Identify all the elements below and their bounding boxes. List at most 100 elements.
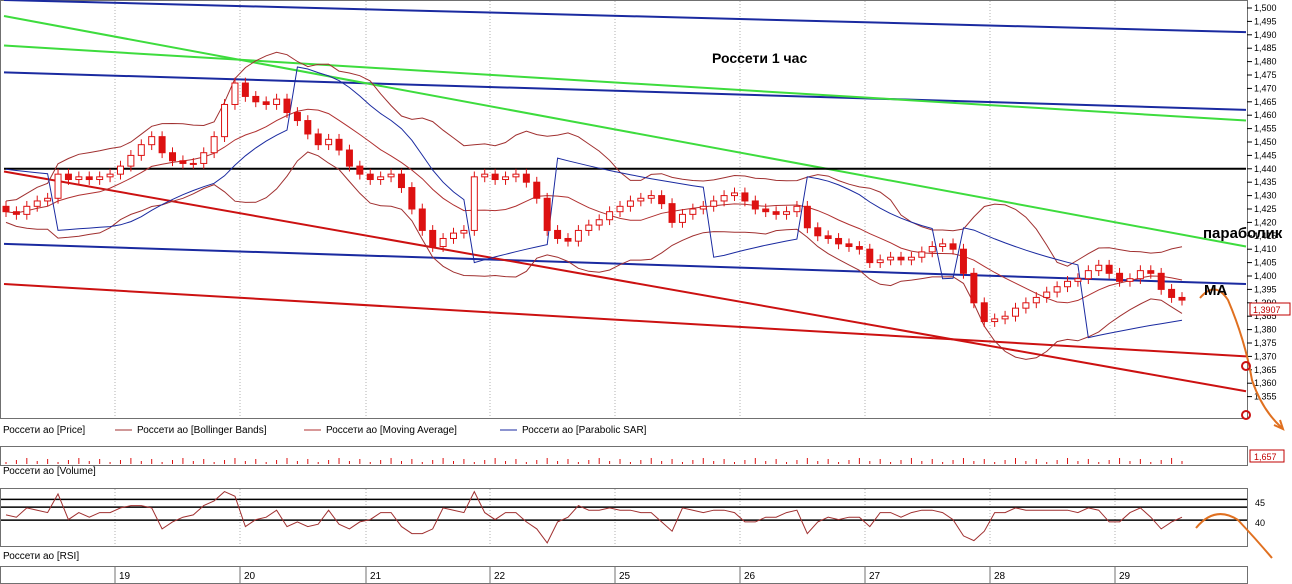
candle-body	[793, 205, 801, 213]
candle-body	[85, 176, 93, 181]
price-tick-label: 1,435	[1254, 177, 1277, 187]
price-tick-label: 1,500	[1254, 3, 1277, 13]
candle-body	[835, 237, 843, 245]
current-price-badge	[1249, 302, 1291, 316]
candle-body	[106, 173, 114, 178]
candle-body	[658, 195, 666, 205]
candle-body	[366, 173, 374, 181]
candle-body	[335, 138, 343, 151]
price-tick-label: 1,385	[1254, 311, 1277, 321]
candle-body	[1064, 280, 1072, 288]
price-tick-label: 1,465	[1254, 97, 1277, 107]
volume-bars	[5, 458, 1183, 464]
candle-body	[470, 176, 478, 231]
ma-annotation: МА	[1204, 282, 1227, 299]
candle-body	[273, 98, 281, 105]
price-tick-label: 1,400	[1254, 271, 1277, 281]
candle-body	[991, 318, 999, 323]
price-tick-label: 1,425	[1254, 204, 1277, 214]
candle-body	[918, 251, 926, 258]
candle-body	[637, 197, 645, 202]
candle-body	[928, 246, 936, 253]
candle-body	[814, 227, 822, 237]
candle-body	[626, 200, 634, 207]
candle-body	[44, 197, 52, 202]
price-tick-label: 1,485	[1254, 43, 1277, 53]
rsi-panel-frame	[0, 488, 1248, 547]
candle-body	[1084, 270, 1092, 280]
candle-body	[1011, 307, 1019, 317]
candle-body	[418, 208, 426, 231]
candle-body	[127, 154, 135, 167]
date-label: 28	[994, 571, 1006, 582]
current-volume-label: 1,657	[1254, 452, 1277, 462]
candle-body	[887, 256, 895, 261]
candle-body	[512, 173, 520, 178]
candle-body	[970, 272, 978, 304]
candle-body	[1126, 278, 1134, 282]
candle-body	[1043, 291, 1051, 298]
candle-body	[668, 203, 676, 223]
date-label: 27	[869, 571, 881, 582]
candle-body	[595, 219, 603, 226]
candle-body	[554, 229, 562, 239]
candle-body	[678, 213, 686, 223]
price-tick-label: 1,375	[1254, 338, 1277, 348]
candle-body	[1074, 278, 1082, 282]
candle-body	[96, 176, 104, 181]
price-tick-label: 1,370	[1254, 351, 1277, 361]
candle-body	[720, 195, 728, 202]
price-panel-frame	[0, 0, 1248, 419]
candlesticks	[2, 77, 1186, 327]
candle-body	[200, 152, 208, 164]
candle-body	[699, 205, 707, 210]
candle-body	[54, 173, 62, 199]
moving-average-line	[5, 108, 1183, 304]
sar-polyline	[5, 66, 1183, 339]
candle-body	[616, 205, 624, 213]
price-tick-label: 1,450	[1254, 137, 1277, 147]
candle-body	[606, 211, 614, 221]
price-tick-label: 1,455	[1254, 124, 1277, 134]
price-tick-label: 1,430	[1254, 191, 1277, 201]
candle-body	[959, 248, 967, 274]
candle-body	[345, 149, 353, 167]
forecast-price-arrowhead	[1273, 419, 1285, 431]
candle-body	[408, 187, 416, 210]
candle-body	[824, 235, 832, 239]
candle-body	[241, 82, 249, 97]
price-tick-label: 1,470	[1254, 83, 1277, 93]
price-tick-label: 1,405	[1254, 258, 1277, 268]
candle-body	[543, 197, 551, 231]
vertical-grid	[114, 1, 1116, 546]
candle-body	[314, 133, 322, 146]
candle-body	[387, 173, 395, 178]
candle-body	[762, 208, 770, 213]
bollinger-lower	[5, 151, 1183, 360]
trend-line	[3, 283, 1247, 358]
trend-lines	[3, 0, 1247, 393]
candle-body	[189, 162, 197, 165]
date-label: 21	[370, 571, 382, 582]
price-tick-label: 1,395	[1254, 284, 1277, 294]
date-label: 22	[494, 571, 506, 582]
volume-panel-frame	[0, 446, 1248, 466]
legend-volume: Россети ао [Volume]	[3, 466, 96, 477]
candle-body	[533, 181, 541, 199]
candle-body	[221, 103, 229, 138]
candle-body	[866, 248, 874, 264]
date-axis: 19 20 21 22 25 26 27 28 29	[114, 566, 1131, 584]
candle-body	[730, 192, 738, 197]
price-tick-label: 1,420	[1254, 217, 1277, 227]
candle-body	[64, 173, 72, 181]
target-marker	[1241, 410, 1251, 420]
chart-title: Россети 1 час	[712, 50, 807, 66]
rsi-tick-40: 40	[1255, 518, 1265, 528]
price-tick-label: 1,475	[1254, 70, 1277, 80]
candle-body	[23, 205, 31, 215]
bollinger-bands	[5, 51, 1183, 360]
price-axis: 1,500 1,495 1,490 1,485 1,480 1,475 1,470 1,465…	[1247, 3, 1277, 402]
candle-body	[75, 176, 83, 181]
price-tick-label: 1,460	[1254, 110, 1277, 120]
candle-body	[169, 152, 177, 162]
